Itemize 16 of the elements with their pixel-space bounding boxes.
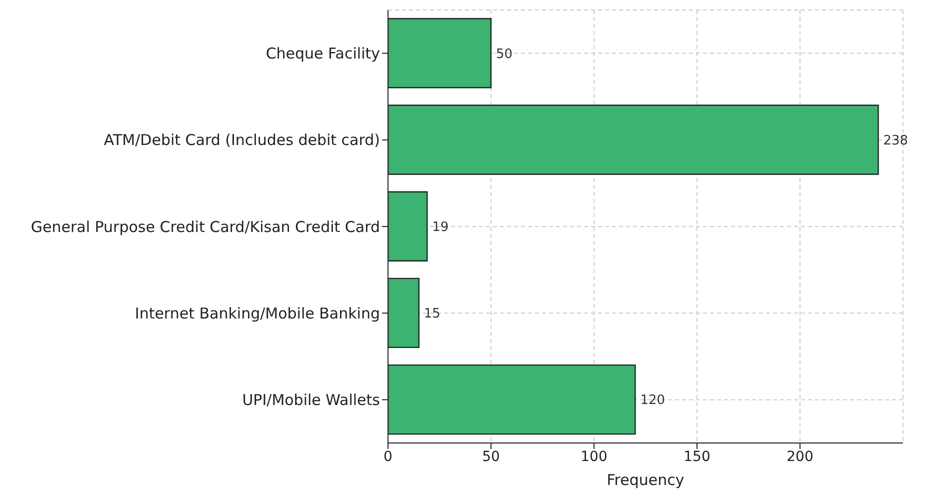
y-tick-label: ATM/Debit Card (Includes debit card) xyxy=(104,131,380,150)
data-label: 15 xyxy=(424,306,440,322)
x-axis-title: Frequency xyxy=(606,471,684,489)
data-label: 50 xyxy=(496,46,513,62)
data-label: 120 xyxy=(640,393,666,408)
x-tick-label: 200 xyxy=(786,448,814,465)
x-tick-label: 150 xyxy=(684,448,710,465)
x-tick-label: 0 xyxy=(384,448,392,465)
y-tick-label: General Purpose Credit Card/Kisan Credit Card xyxy=(30,218,380,236)
x-tick-label: 100 xyxy=(580,448,608,465)
data-label: 238 xyxy=(883,133,908,148)
y-tick-label: Internet Banking/Mobile Banking xyxy=(134,304,380,322)
data-label: 19 xyxy=(432,220,449,235)
y-tick-label: Cheque Facility xyxy=(266,44,380,63)
x-tick-label: 50 xyxy=(482,448,500,465)
y-tick-label: UPI/Mobile Wallets xyxy=(242,391,380,410)
